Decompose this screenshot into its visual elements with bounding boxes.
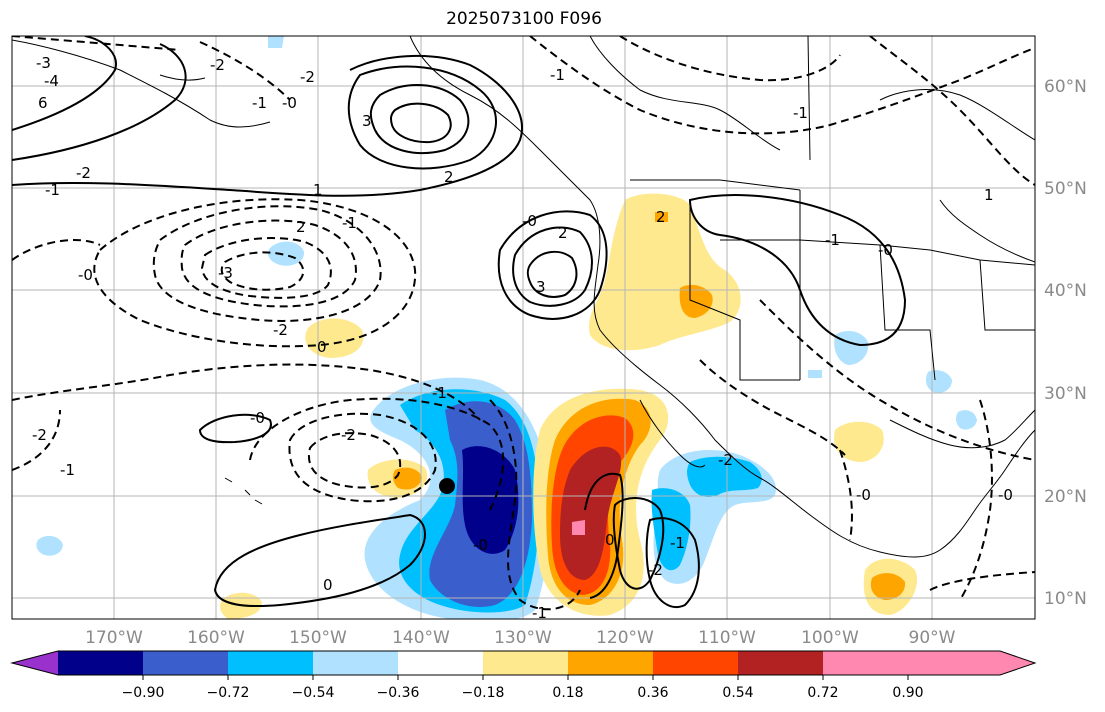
latitude-labels: 60°N 50°N 40°N 30°N 20°N 10°N (1044, 77, 1087, 609)
colorbar-tick-label: 0.72 (807, 685, 838, 701)
contour-label: -0 (522, 212, 537, 230)
lat-label: 20°N (1044, 487, 1087, 507)
contour-label: 1 (984, 186, 994, 204)
contour-label: -4 (44, 72, 59, 90)
lat-label: 40°N (1044, 281, 1087, 301)
colorbar-outline (10, 650, 1037, 676)
contour-label: -1 (825, 231, 840, 249)
contour-label: -2 (76, 164, 91, 182)
lat-label: 10°N (1044, 589, 1087, 609)
colorbar-segment (143, 651, 228, 675)
contour-label: -0 (998, 486, 1013, 504)
contour-label: -0 (878, 241, 893, 259)
contour-label: -1 (45, 181, 60, 199)
colorbar-tick-label: −0.36 (377, 685, 420, 701)
lon-label: 110°W (698, 628, 756, 648)
contour-label: -2 (648, 561, 663, 579)
map-title: 2025073100 F096 (446, 9, 602, 29)
contour-label: -0 (473, 536, 488, 554)
lon-label: 170°W (85, 628, 143, 648)
colorbar-segment (313, 651, 398, 675)
contour-lines (12, 36, 1035, 611)
contour-labels: -3 -4 6 -2 -1 -2 -2 -1 -0 3 2 1 2 -2 -1 … (32, 54, 1013, 622)
map-frame (11, 35, 1036, 620)
colorbar-tick-label: −0.90 (122, 685, 165, 701)
colorbar-segment (228, 651, 313, 675)
lat-label: 60°N (1044, 77, 1087, 97)
contour-label: -1 (793, 104, 808, 122)
contour-label: -0 (78, 266, 93, 284)
contour-label: 0 (317, 338, 327, 356)
graticule (12, 36, 1035, 619)
colorbar-segment (653, 651, 738, 675)
contour-label: -1 (342, 214, 357, 232)
contour-label: -1 (60, 461, 75, 479)
contour-label: -2 (300, 68, 315, 86)
contour-label: -1 (532, 604, 547, 622)
colorbar-tick-label: −0.18 (462, 685, 505, 701)
lon-label: 160°W (187, 628, 245, 648)
contour-label: -2 (273, 321, 288, 339)
colorbar-segment (12, 651, 58, 675)
contour-label: -0 (282, 94, 297, 112)
colorbar-tick-label: 0.36 (637, 685, 668, 701)
shaded-fields (36, 36, 977, 619)
contour-label: 2 (296, 218, 306, 236)
contour-label: 2 (656, 208, 666, 226)
storm-center-marker (439, 478, 455, 494)
contour-label: -1 (432, 384, 447, 402)
colorbar-segment (738, 651, 823, 675)
colorbar-tick-label: 0.54 (722, 685, 753, 701)
contour-label: -1 (670, 534, 685, 552)
colorbar-tick-label: −0.72 (207, 685, 250, 701)
contour-label: 1 (313, 181, 323, 199)
colorbar-ticks (142, 675, 909, 680)
contour-label: -3 (218, 264, 233, 282)
contour-label: 2 (558, 224, 568, 242)
lat-label: 50°N (1044, 179, 1087, 199)
contour-label: 3 (362, 112, 372, 130)
colorbar-segment (58, 651, 143, 675)
contour-label: -2 (718, 451, 733, 469)
colorbar-tick-label: 0.18 (552, 685, 583, 701)
lon-label: 100°W (801, 628, 859, 648)
contour-label: -2 (341, 426, 356, 444)
contour-label: -1 (550, 66, 565, 84)
contour-label: 0 (323, 576, 333, 594)
colorbar-segment (568, 651, 653, 675)
contour-label: -2 (210, 56, 225, 74)
lon-label: 130°W (494, 628, 552, 648)
contour-label: 2 (444, 168, 454, 186)
colorbar: −0.90 −0.72 −0.54 −0.36 −0.18 0.18 0.36 … (10, 650, 1037, 701)
contour-label: 0 (605, 531, 615, 549)
coastlines (12, 36, 1035, 558)
colorbar-segment (823, 651, 1035, 675)
contour-label: 3 (536, 278, 546, 296)
lon-label: 120°W (596, 628, 654, 648)
colorbar-tick-label: −0.54 (292, 685, 335, 701)
contour-label: -2 (32, 426, 47, 444)
colorbar-tick-label: 0.90 (892, 685, 923, 701)
lat-label: 30°N (1044, 384, 1087, 404)
lon-label: 90°W (909, 628, 956, 648)
lon-label: 150°W (289, 628, 347, 648)
longitude-labels: 170°W 160°W 150°W 140°W 130°W 120°W 110°… (85, 628, 956, 648)
colorbar-segment (398, 651, 483, 675)
contour-label: 6 (38, 94, 48, 112)
colorbar-segment (483, 651, 568, 675)
contour-label: -0 (856, 486, 871, 504)
contour-label: -3 (36, 54, 51, 72)
contour-label: -0 (250, 409, 265, 427)
lon-label: 140°W (392, 628, 450, 648)
contour-label: -1 (252, 94, 267, 112)
